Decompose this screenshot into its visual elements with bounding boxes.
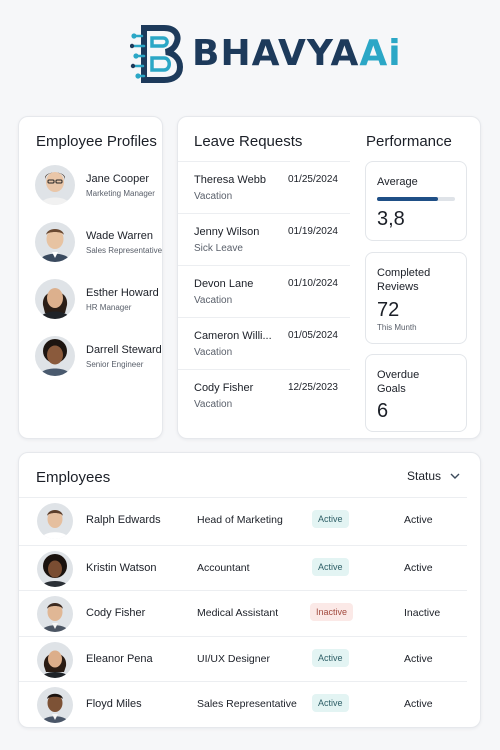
completed-reviews-period: This Munth bbox=[377, 323, 417, 332]
avatar-icon bbox=[37, 503, 73, 539]
leave-request-row[interactable]: Theresa Webb 01/25/2024 Vacation bbox=[178, 161, 350, 213]
leave-request-date: 01/19/2024 bbox=[287, 226, 338, 237]
employee-status: Active bbox=[404, 562, 433, 574]
avatar-icon bbox=[37, 687, 73, 723]
profile-item[interactable]: Jane Cooper Marketing Manager bbox=[35, 163, 163, 207]
leave-request-type: Vacation bbox=[194, 295, 233, 306]
avatar-icon bbox=[37, 596, 73, 632]
overdue-goals-label-line1: Overdue bbox=[377, 369, 420, 381]
brand-name-accent: Ai bbox=[359, 32, 402, 74]
employee-name: Kristin Watson bbox=[86, 562, 157, 574]
average-stat-card[interactable]: Average 3,8 bbox=[365, 161, 467, 241]
employee-name: Cody Fisher bbox=[86, 607, 146, 619]
leave-request-name: Devon Lane bbox=[194, 278, 254, 290]
employee-status: Active bbox=[404, 653, 433, 665]
profile-name: Jane Cooper bbox=[86, 172, 149, 185]
avatar-icon bbox=[35, 165, 75, 205]
average-label: Average bbox=[377, 176, 418, 188]
employee-name: Floyd Miles bbox=[86, 698, 142, 710]
leave-request-row[interactable]: Jenny Wilson 01/19/2024 Sick Leave bbox=[178, 213, 350, 265]
completed-reviews-label: Completed Reviews bbox=[377, 266, 430, 294]
profile-item[interactable]: Darrell Steward Senior Engineer bbox=[35, 334, 163, 378]
employee-name: Ralph Edwards bbox=[86, 514, 161, 526]
avatar-icon bbox=[37, 551, 73, 587]
profile-name: Wade Warren bbox=[86, 229, 154, 242]
profile-name: Esther Howard bbox=[86, 286, 159, 299]
table-row[interactable]: Eleanor Pena UI/UX Designer Active Activ… bbox=[19, 636, 467, 681]
employee-title: Sales Representative bbox=[197, 698, 297, 710]
employee-title: Head of Marketing bbox=[197, 514, 283, 526]
table-row[interactable]: Floyd Miles Sales Representative Active … bbox=[19, 681, 467, 726]
leave-requests-card: Leave Requests Performance Theresa Webb … bbox=[177, 116, 481, 439]
leave-request-name: Jenny Wilson bbox=[194, 226, 260, 238]
leave-request-date: 12/25/2023 bbox=[287, 382, 338, 393]
employee-status: Active bbox=[404, 514, 433, 526]
overdue-goals-label: Overdue Goals bbox=[377, 368, 419, 396]
overdue-goals-label-line2: Goals bbox=[377, 383, 406, 395]
table-row[interactable]: Cody Fisher Medical Assistant Inactive I… bbox=[19, 590, 467, 635]
completed-reviews-label-line1: Completed bbox=[377, 267, 431, 279]
brand-name-main: BHAVYA bbox=[192, 32, 360, 74]
employee-title: Medical Assistant bbox=[197, 607, 279, 619]
employee-status: Active bbox=[404, 698, 433, 710]
leave-request-name: Theresa Webb bbox=[194, 174, 266, 186]
profile-role: Senior Engineer bbox=[86, 359, 144, 369]
employee-status: Inactive bbox=[404, 607, 441, 619]
table-row[interactable]: Kristin Watson Accountant Active Active bbox=[19, 545, 467, 590]
employee-title: Accountant bbox=[197, 562, 250, 574]
status-badge: Active bbox=[312, 649, 349, 667]
employees-title: Employees bbox=[36, 469, 111, 486]
avatar-icon bbox=[35, 279, 75, 319]
profile-role: Sales Representative bbox=[86, 245, 163, 255]
logo-mark-icon bbox=[130, 25, 184, 83]
leave-request-row[interactable]: Cameron Willi... 01/05/2024 Vacation bbox=[178, 317, 350, 369]
completed-reviews-label-line2: Reviews bbox=[377, 281, 419, 293]
average-progress-bar bbox=[377, 197, 455, 201]
employee-name: Eleanor Pena bbox=[86, 653, 153, 665]
profile-role: Marketing Manager bbox=[86, 188, 155, 198]
avatar-icon bbox=[37, 642, 73, 678]
avatar-icon bbox=[35, 222, 75, 262]
status-filter-dropdown[interactable]: Status bbox=[407, 469, 460, 483]
profile-role: HR Manager bbox=[86, 302, 132, 312]
brand-logo: BHAVYAAi bbox=[130, 22, 402, 84]
average-progress-fill bbox=[377, 197, 438, 201]
brand-name: BHAVYAAi bbox=[192, 33, 402, 74]
completed-reviews-card[interactable]: Completed Reviews 72 This Munth bbox=[365, 252, 467, 344]
leave-request-date: 01/10/2024 bbox=[287, 278, 338, 289]
employees-card: Employees Status Ralph Edwards Head of M… bbox=[18, 452, 481, 728]
avatar-icon bbox=[35, 336, 75, 376]
status-badge: Active bbox=[312, 694, 349, 712]
chevron-down-icon bbox=[450, 473, 460, 479]
employee-profiles-card: Employee Profiles Jane Cooper Marketing … bbox=[18, 116, 163, 439]
leave-request-date: 01/25/2024 bbox=[287, 174, 338, 185]
leave-request-row[interactable]: Cody Fisher 12/25/2023 Vacation bbox=[178, 369, 350, 421]
average-value: 3,8 bbox=[377, 208, 405, 230]
leave-request-type: Vacation bbox=[194, 347, 233, 358]
employee-title: UI/UX Designer bbox=[197, 653, 270, 665]
leave-request-name: Cameron Willi... bbox=[194, 330, 272, 342]
status-badge: Active bbox=[312, 510, 349, 528]
leave-request-type: Sick Leave bbox=[194, 243, 243, 254]
profile-item[interactable]: Esther Howard HR Manager bbox=[35, 277, 163, 321]
leave-requests-title: Leave Requests bbox=[194, 133, 303, 150]
performance-title: Performance bbox=[366, 133, 452, 150]
table-row[interactable]: Ralph Edwards Head of Marketing Active A… bbox=[19, 497, 467, 542]
completed-reviews-value: 72 bbox=[377, 299, 400, 321]
leave-request-row[interactable]: Devon Lane 01/10/2024 Vacation bbox=[178, 265, 350, 317]
status-badge: Inactive bbox=[310, 603, 354, 621]
profile-item[interactable]: Wade Warren Sales Representative bbox=[35, 220, 163, 264]
overdue-goals-value: 6 bbox=[377, 400, 389, 422]
profile-name: Darrell Steward bbox=[86, 343, 162, 356]
status-filter-label: Status bbox=[407, 469, 442, 483]
leave-request-name: Cody Fisher bbox=[194, 382, 254, 394]
leave-request-type: Vacation bbox=[194, 399, 233, 410]
employee-profiles-title: Employee Profiles bbox=[36, 133, 157, 150]
status-badge: Active bbox=[312, 558, 349, 576]
leave-request-type: Vacation bbox=[194, 191, 233, 202]
overdue-goals-card[interactable]: Overdue Goals 6 bbox=[365, 354, 467, 432]
leave-request-date: 01/05/2024 bbox=[287, 330, 338, 341]
